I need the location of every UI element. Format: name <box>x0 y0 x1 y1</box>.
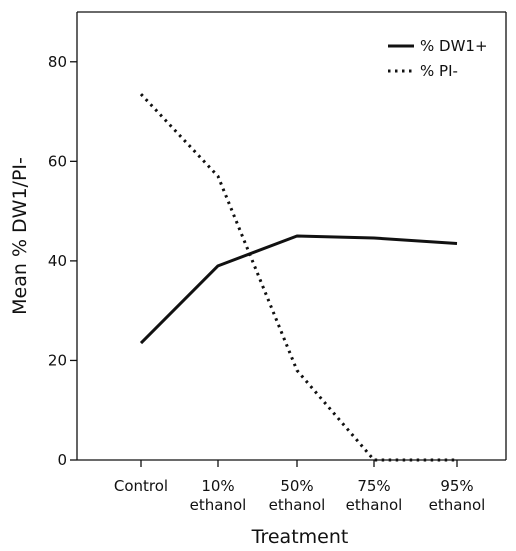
plot-frame <box>76 11 507 461</box>
series-line-dw1 <box>139 234 458 345</box>
x-axis-ticks: Control 10% ethanol 50% ethanol 75% ethanol 95%… <box>114 460 485 514</box>
x-tick-label: Control <box>114 477 168 495</box>
legend-label-pi: % PI- <box>420 62 458 80</box>
x-tick-label: 95% ethanol <box>429 477 486 514</box>
y-tick-label: 40 <box>48 252 67 270</box>
legend: % DW1+ % PI- <box>388 37 488 80</box>
y-tick-label: 20 <box>48 351 67 369</box>
x-tick-label: 10% ethanol <box>190 477 247 514</box>
x-tick-label: 50% ethanol <box>269 477 326 514</box>
x-tick-label: 75% ethanol <box>346 477 403 514</box>
y-tick-label: 80 <box>48 53 67 71</box>
series-layer <box>139 93 458 462</box>
y-axis-ticks: 0 20 40 60 80 <box>48 53 77 469</box>
y-axis-title: Mean % DW1/PI- <box>9 157 31 315</box>
y-tick-label: 0 <box>57 451 67 469</box>
x-axis-title: Treatment <box>251 526 349 548</box>
series-line-pi <box>139 93 457 462</box>
y-tick-label: 60 <box>48 152 67 170</box>
legend-label-dw1: % DW1+ <box>420 37 488 55</box>
